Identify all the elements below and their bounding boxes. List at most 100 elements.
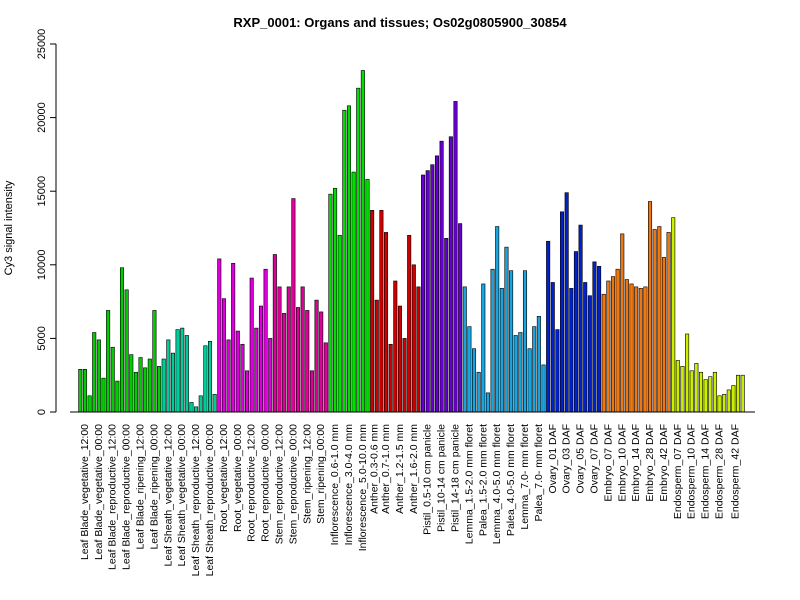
bar — [407, 235, 412, 413]
bar — [481, 283, 486, 413]
bar — [541, 364, 546, 413]
bar — [652, 229, 657, 413]
bar — [597, 265, 602, 413]
x-category-label: Leaf Blade_reproductive_00:00 — [121, 424, 133, 570]
bar — [601, 293, 606, 413]
x-category-label: Stem_reproductive_00:00 — [287, 424, 299, 544]
y-tick-label: 15000 — [36, 176, 48, 207]
bar — [513, 335, 518, 413]
bar — [731, 385, 736, 413]
bar — [573, 251, 578, 413]
x-category-label: Anther_1.2-1.5 mm — [394, 424, 406, 514]
x-category-label: Ovary_07 DAF — [588, 424, 600, 493]
bar — [439, 140, 444, 413]
bar — [499, 288, 504, 413]
bar — [115, 380, 120, 413]
bar — [536, 316, 541, 413]
bar — [722, 394, 727, 413]
bar — [337, 235, 342, 413]
bar — [157, 366, 162, 413]
bar — [434, 155, 439, 413]
y-tick-label: 5000 — [36, 326, 48, 350]
bar — [207, 341, 213, 413]
bar — [161, 358, 166, 413]
bar — [119, 267, 125, 413]
x-category-label: Ovary_05 DAF — [575, 424, 587, 493]
bar — [671, 217, 676, 413]
bar — [592, 261, 597, 413]
bar — [240, 343, 245, 413]
x-category-label: Palea_1.5-2.0 mm floret — [477, 424, 489, 536]
x-category-label: Root_reproductive_12:00 — [246, 424, 258, 542]
bar — [462, 286, 467, 413]
bar — [736, 374, 741, 413]
bar — [305, 310, 310, 413]
bar — [342, 109, 347, 413]
bar — [532, 326, 537, 413]
bars — [78, 70, 745, 413]
bar — [323, 342, 328, 413]
bar — [657, 226, 662, 413]
x-category-label: Pistil_14-18 cm panicle — [450, 424, 462, 532]
bar — [643, 286, 648, 413]
bar — [578, 224, 583, 413]
bar — [458, 223, 463, 413]
x-category-label: Inflorescence_5.0-10.0 mm — [357, 424, 369, 551]
x-category-label: Endosperm_07 DAF — [672, 424, 684, 519]
bar — [546, 240, 551, 413]
bar — [490, 268, 495, 413]
bar — [615, 268, 620, 413]
bar — [421, 174, 426, 413]
bar — [87, 395, 92, 413]
bar — [550, 282, 555, 413]
bar — [314, 299, 319, 413]
x-category-label: Root_vegetative_12:00 — [218, 424, 230, 532]
bar — [258, 305, 263, 413]
y-axis-label: Cy3 signal intensity — [3, 180, 15, 275]
bar — [495, 226, 500, 413]
bar — [217, 258, 222, 413]
x-category-label: Embryo_28 DAF — [644, 424, 656, 502]
x-category-label: Leaf Sheath_reproductive_00:00 — [204, 424, 216, 577]
x-category-label: Lemma_4.0-5.0 mm floret — [491, 424, 503, 544]
x-category-label: Leaf Blade_vegetative_12:00 — [79, 424, 91, 560]
bar — [411, 264, 416, 413]
bar — [189, 402, 194, 413]
x-category-label: Root_vegetative_00:00 — [232, 424, 244, 532]
x-category-label: Root_reproductive_00:00 — [260, 424, 272, 542]
bar — [263, 268, 268, 413]
bar — [685, 333, 690, 413]
bar — [472, 348, 477, 413]
x-category-label: Pistil_10-14 cm panicle — [436, 424, 448, 532]
bar — [587, 295, 592, 413]
x-category-label: Embryo_07 DAF — [602, 424, 614, 502]
bar — [430, 164, 435, 413]
bar — [180, 327, 185, 413]
bar — [203, 345, 208, 413]
x-category-label: Palea_7.0- mm floret — [533, 424, 545, 522]
x-category-label: Endosperm_14 DAF — [700, 424, 712, 519]
bar — [675, 360, 680, 413]
bar — [569, 288, 574, 413]
bar — [703, 379, 708, 413]
x-category-label: Pistil_0.5-10 cm panicle — [422, 424, 434, 535]
bar — [680, 366, 685, 413]
x-category-label: Leaf Blade_ripening_00:00 — [148, 424, 160, 550]
bar — [370, 210, 375, 413]
y-axis: 0 5000 10000 15000 20000 25000 — [36, 29, 57, 415]
x-category-label: Anther_0.7-1.0 mm — [380, 424, 392, 514]
x-category-label: Anther_1.6-2.0 mm — [408, 424, 420, 514]
bar — [360, 70, 365, 413]
x-category-label: Lemma_1.5-2.0 mm floret — [463, 424, 475, 544]
bar — [504, 246, 509, 413]
x-category-label: Leaf Blade_reproductive_12:00 — [107, 424, 119, 570]
bar — [509, 270, 514, 413]
bar — [444, 238, 449, 413]
bar — [170, 352, 175, 413]
bar — [388, 343, 393, 413]
bar — [235, 330, 240, 413]
bar — [296, 307, 301, 413]
chart-title: RXP_0001: Organs and tissues; Os02g08059… — [233, 15, 567, 30]
bar — [620, 233, 625, 413]
bar — [106, 310, 111, 413]
